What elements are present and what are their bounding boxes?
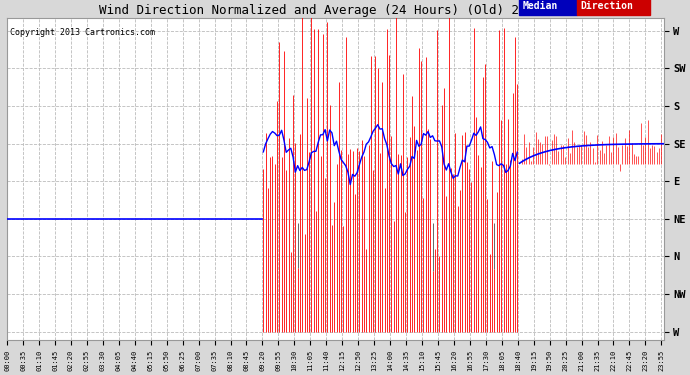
Text: Direction: Direction xyxy=(581,2,633,11)
Text: Copyright 2013 Cartronics.com: Copyright 2013 Cartronics.com xyxy=(10,28,155,37)
Text: Median: Median xyxy=(522,2,558,11)
Title: Wind Direction Normalized and Average (24 Hours) (Old) 20130923: Wind Direction Normalized and Average (2… xyxy=(99,4,571,17)
